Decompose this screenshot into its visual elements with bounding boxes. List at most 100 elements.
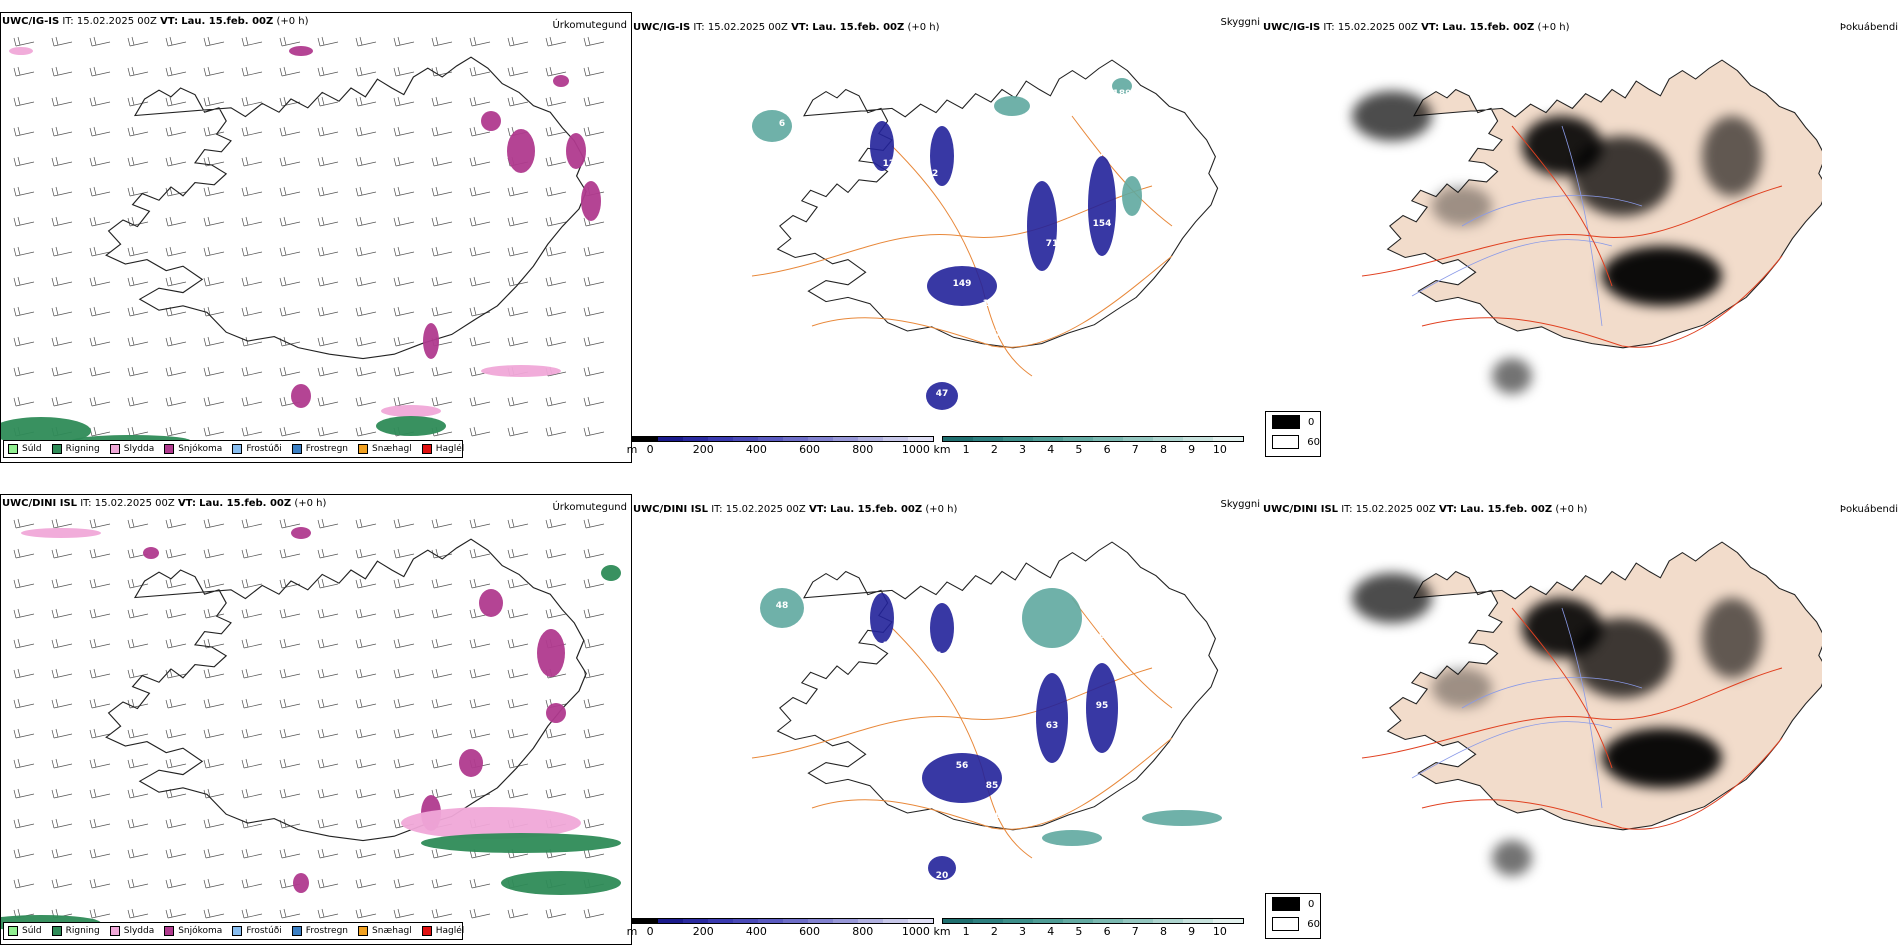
fog-patch [1492,358,1532,394]
colorbar-swatch [1003,919,1033,923]
fog-legend-item: 0 [1266,412,1320,432]
visibility-patch [760,588,804,628]
fog-patch [1352,91,1432,141]
wind-barb [127,306,149,317]
colorbar-tick: 0 [646,443,654,456]
wind-barb [431,126,453,137]
iceland-outline [105,56,587,360]
wind-barb [583,788,605,799]
wind-barb [355,216,377,227]
wind-barb [279,306,301,317]
wind-barb [127,788,149,799]
precip-patch [381,405,441,417]
wind-barb [203,366,225,377]
visibility-colorbar-swatches [942,918,1244,924]
wind-barb [127,758,149,769]
river [1561,125,1603,327]
wind-barb [89,36,111,47]
colorbar-tick: 4 [1047,925,1055,938]
precip-map [1,36,605,447]
visibility-labels: 230 264 161 174 85 56 210 63 94 122 147 186 95 52 130 2… [776,571,1172,881]
wind-barb [431,578,453,589]
elevation-colorbar: m 0 200 400 600 800 1000 [627,918,934,938]
wind-barb [241,246,263,257]
wind-barb [317,638,339,649]
wind-barb [317,336,339,347]
wind-barb [545,66,567,77]
wind-barb [393,36,415,47]
wind-barb [507,728,529,739]
precip-patch [566,133,586,169]
legend-label: Snæhagl [372,444,412,454]
iceland-outline [105,538,587,842]
wind-barb [469,216,491,227]
wind-barb [469,276,491,287]
visibility-patch [1112,78,1132,94]
elevation-colorbar-swatches [632,918,934,924]
wind-barb [13,698,35,709]
wind-barb [13,216,35,227]
colorbar-tick: 10 [1212,443,1227,456]
wind-barb [317,306,339,317]
wind-barb [241,668,263,679]
panel-title: Skyggni [1220,17,1260,28]
wind-barb [279,668,301,679]
wind-barb [507,668,529,679]
wind-barb [51,728,73,739]
legend-swatch [291,444,302,454]
wind-barb [545,426,567,437]
colorbar-swatch [1093,919,1123,923]
wind-barb [127,518,149,529]
wind-barb [241,638,263,649]
wind-barb [355,698,377,709]
wind-barb [89,878,111,889]
wind-barb [279,186,301,197]
wind-barb [279,66,301,77]
wind-barb [279,638,301,649]
fog-legend-swatch [1272,415,1300,429]
colorbar-tick: 5 [1075,925,1083,938]
wind-barb [279,276,301,287]
colorbar-tick: 400 [745,443,767,456]
colorbar-swatch [1213,437,1243,441]
fog-legend-value: 0 [1308,898,1315,910]
wind-barb [431,728,453,739]
colorbar-swatch [733,437,758,441]
wind-barbs [13,518,605,919]
visibility-value: 149 [953,279,972,289]
visibility-value: 175 [1093,149,1112,159]
wind-barb [13,728,35,739]
visibility-patch [870,593,894,643]
wind-barb [355,848,377,859]
wind-barb [165,608,187,619]
road [1361,667,1783,759]
colorbar-swatch [1063,437,1093,441]
wind-barb [51,216,73,227]
wind-barb [355,426,377,437]
wind-barb [89,396,111,407]
colorbar-swatch [973,437,1003,441]
wind-barb [545,758,567,769]
wind-barb [583,548,605,559]
wind-barb [545,336,567,347]
wind-barb [507,638,529,649]
colorbar-swatch [783,919,808,923]
colorbar-tick: 3 [1019,443,1027,456]
wind-barb [583,126,605,137]
colorbar-swatch [708,919,733,923]
wind-barb [317,608,339,619]
wind-barb [355,156,377,167]
wind-barb [279,336,301,347]
visibility-colorbar-ticks: km 1 2 3 4 5 6 7 8 9 10 [933,442,1244,456]
visibility-value: 174 [1043,801,1062,811]
colorbar-swatch [908,437,933,441]
colorbar-swatch [1123,919,1153,923]
wind-barb [355,276,377,287]
legend-swatch [232,926,243,936]
wind-barb [51,276,73,287]
elevation-colorbar-ticks: m 0 200 400 600 800 1000 [627,924,934,938]
wind-barb [545,186,567,197]
legend-label: Frostúði [246,926,282,936]
wind-barb [203,728,225,739]
wind-barb [51,608,73,619]
